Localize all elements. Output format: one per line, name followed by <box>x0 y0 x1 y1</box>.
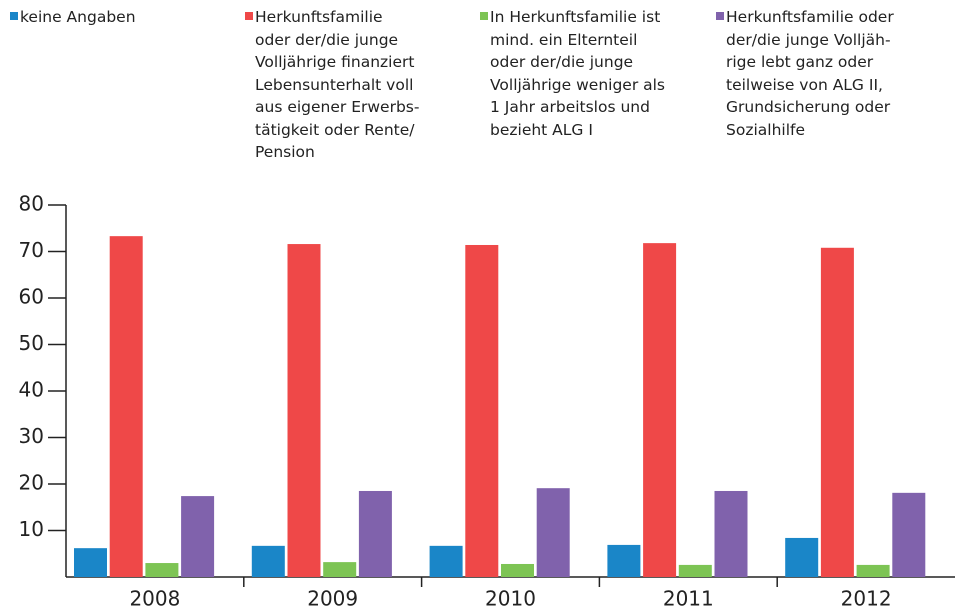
x-tick-label: 2012 <box>841 587 892 609</box>
x-tick-label: 2010 <box>485 587 536 609</box>
bar <box>678 564 712 577</box>
legend-swatch <box>480 12 488 20</box>
legend-swatch <box>10 12 18 20</box>
legend-swatch <box>716 12 724 20</box>
bar <box>181 496 215 577</box>
bar <box>714 490 748 577</box>
y-tick-label: 60 <box>19 285 44 309</box>
bar <box>643 243 677 577</box>
bar <box>429 545 463 577</box>
x-tick-label: 2011 <box>663 587 714 609</box>
bar <box>358 490 392 577</box>
bar <box>251 545 285 577</box>
legend-label: Herkunftsfamilie oder der/die junge Voll… <box>726 8 894 139</box>
y-tick-label: 50 <box>19 331 44 355</box>
bar <box>501 563 534 577</box>
bar <box>465 244 499 578</box>
bar <box>536 488 570 577</box>
legend-label: Herkunftsfamilie oder der/die junge Voll… <box>255 8 420 161</box>
bar <box>785 537 819 577</box>
y-tick-label: 10 <box>19 517 44 541</box>
legend-label: In Herkunftsfamilie ist mind. ein Eltern… <box>490 8 666 139</box>
x-tick-label: 2009 <box>307 587 358 609</box>
y-tick-label: 30 <box>19 424 44 448</box>
bar <box>109 236 143 577</box>
bar <box>820 247 854 577</box>
x-tick-label: 2008 <box>129 587 180 609</box>
bar <box>892 492 926 577</box>
legend-label: keine Angaben <box>20 8 136 26</box>
bar <box>323 562 357 577</box>
y-tick-label: 40 <box>19 378 44 402</box>
y-tick-label: 80 <box>19 192 44 216</box>
bar <box>74 548 107 577</box>
bar <box>607 544 641 577</box>
bar <box>145 563 179 577</box>
bar <box>287 244 321 577</box>
bar <box>856 564 890 577</box>
y-tick-label: 70 <box>19 238 44 262</box>
legend-swatch <box>245 12 253 20</box>
y-tick-label: 20 <box>19 471 44 495</box>
